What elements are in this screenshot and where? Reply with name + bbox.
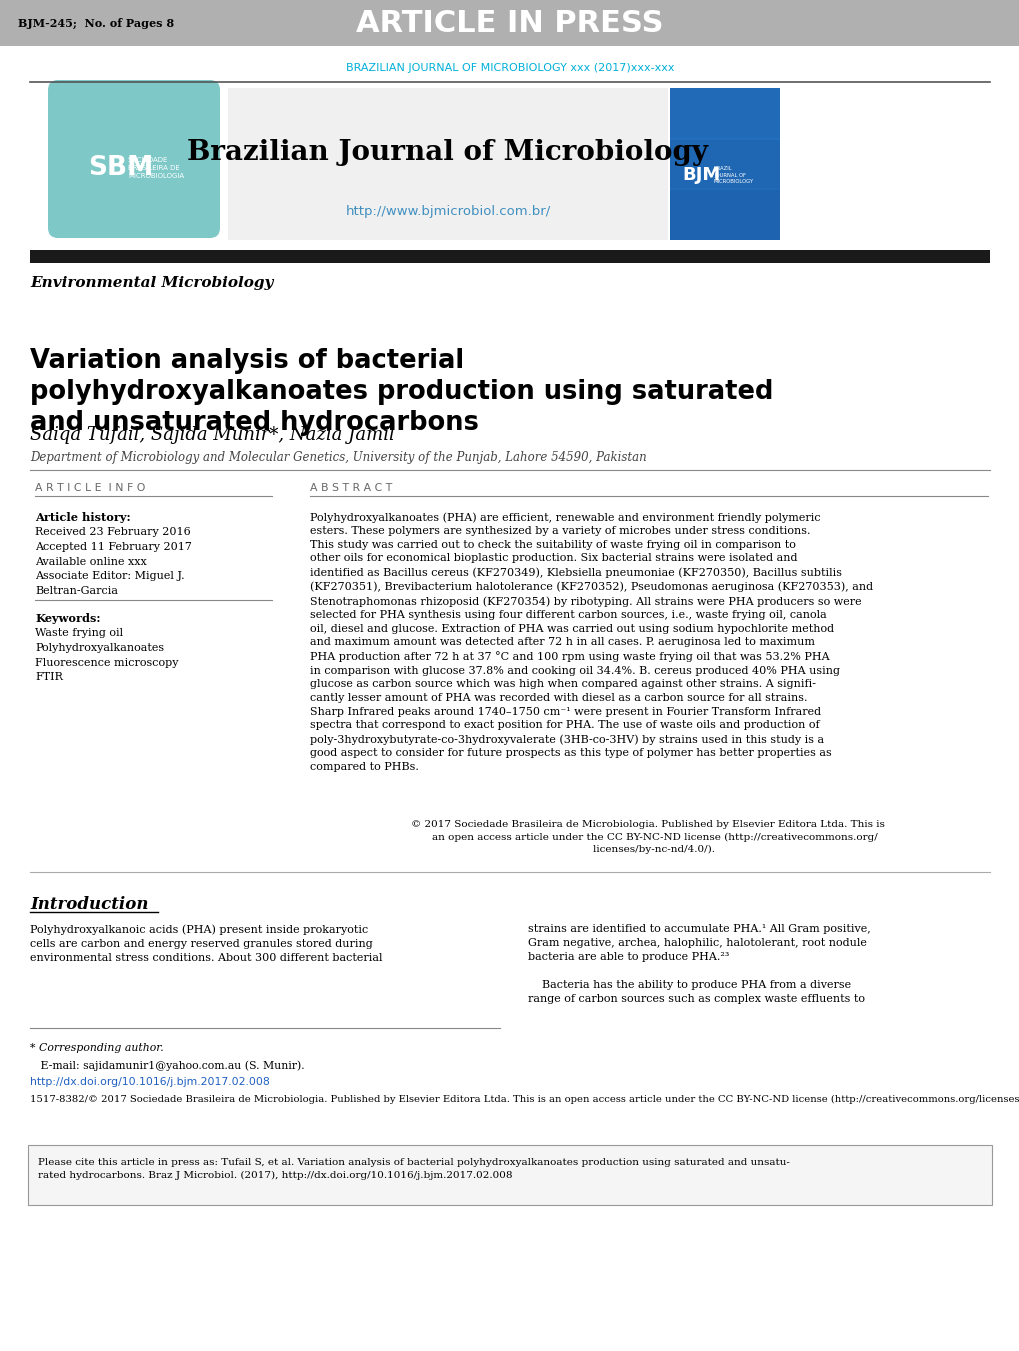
Text: A B S T R A C T: A B S T R A C T [310, 484, 392, 493]
Text: BRAZIL
JOURNAL OF
MICROBIOLOGY: BRAZIL JOURNAL OF MICROBIOLOGY [713, 166, 753, 184]
Text: Introduction: Introduction [30, 896, 149, 913]
Text: BJM: BJM [682, 166, 719, 184]
Text: Polyhydroxyalkanoates (PHA) are efficient, renewable and environment friendly po: Polyhydroxyalkanoates (PHA) are efficien… [310, 512, 872, 771]
Bar [669, 138, 780, 190]
Text: Variation analysis of bacterial
polyhydroxyalkanoates production using saturated: Variation analysis of bacterial polyhydr… [30, 349, 772, 436]
Text: * Corresponding author.: * Corresponding author. [30, 1043, 164, 1052]
Bar [28, 1146, 991, 1205]
Text: A R T I C L E  I N F O: A R T I C L E I N F O [35, 484, 146, 493]
Text: strains are identified to accumulate PHA.¹ All Gram positive,
Gram negative, arc: strains are identified to accumulate PHA… [528, 924, 870, 1004]
Bar [228, 88, 667, 240]
Text: © 2017 Sociedade Brasileira de Microbiologia. Published by Elsevier Editora Ltda: © 2017 Sociedade Brasileira de Microbiol… [411, 820, 884, 854]
Text: http://dx.doi.org/10.1016/j.bjm.2017.02.008: http://dx.doi.org/10.1016/j.bjm.2017.02.… [30, 1077, 269, 1088]
Bar [30, 250, 989, 263]
Bar [669, 88, 780, 141]
Text: http://www.bjmicrobiol.com.br/: http://www.bjmicrobiol.com.br/ [345, 205, 550, 219]
Bar [669, 88, 780, 240]
Text: Waste frying oil
Polyhydroxyalkanoates
Fluorescence microscopy
FTIR: Waste frying oil Polyhydroxyalkanoates F… [35, 628, 178, 682]
Text: BJM-245;  No. of Pages 8: BJM-245; No. of Pages 8 [18, 18, 174, 28]
Text: 1517-8382/© 2017 Sociedade Brasileira de Microbiologia. Published by Elsevier Ed: 1517-8382/© 2017 Sociedade Brasileira de… [30, 1096, 1019, 1104]
Text: SBM: SBM [88, 155, 153, 181]
Bar [669, 188, 780, 240]
Text: Saiqa Tufail, Sajida Munir*, Nazia Jamil: Saiqa Tufail, Sajida Munir*, Nazia Jamil [30, 426, 394, 444]
Text: ARTICLE IN PRESS: ARTICLE IN PRESS [356, 8, 663, 38]
Text: SOCIEDADE
BRASILEIRA DE
MICROBIOLOGIA: SOCIEDADE BRASILEIRA DE MICROBIOLOGIA [127, 157, 184, 178]
Text: Article history:: Article history: [35, 512, 130, 523]
Text: Department of Microbiology and Molecular Genetics, University of the Punjab, Lah: Department of Microbiology and Molecular… [30, 451, 646, 465]
Text: Please cite this article in press as: Tufail S, et al. Variation analysis of bac: Please cite this article in press as: Tu… [38, 1158, 789, 1179]
Text: BRAZILIAN JOURNAL OF MICROBIOLOGY xxx (2017)xxx-xxx: BRAZILIAN JOURNAL OF MICROBIOLOGY xxx (2… [345, 63, 674, 73]
Text: Keywords:: Keywords: [35, 613, 101, 624]
Text: Polyhydroxyalkanoic acids (PHA) present inside prokaryotic
cells are carbon and : Polyhydroxyalkanoic acids (PHA) present … [30, 924, 382, 962]
Text: Brazilian Journal of Microbiology: Brazilian Journal of Microbiology [187, 139, 708, 166]
Text: Received 23 February 2016
Accepted 11 February 2017
Available online xxx
Associa: Received 23 February 2016 Accepted 11 Fe… [35, 527, 192, 596]
Text: Environmental Microbiology: Environmental Microbiology [30, 276, 273, 290]
FancyBboxPatch shape [48, 80, 220, 238]
Text: E-mail: sajidamunir1@yahoo.com.au (S. Munir).: E-mail: sajidamunir1@yahoo.com.au (S. Mu… [30, 1061, 305, 1070]
Bar [0, 0, 1019, 46]
